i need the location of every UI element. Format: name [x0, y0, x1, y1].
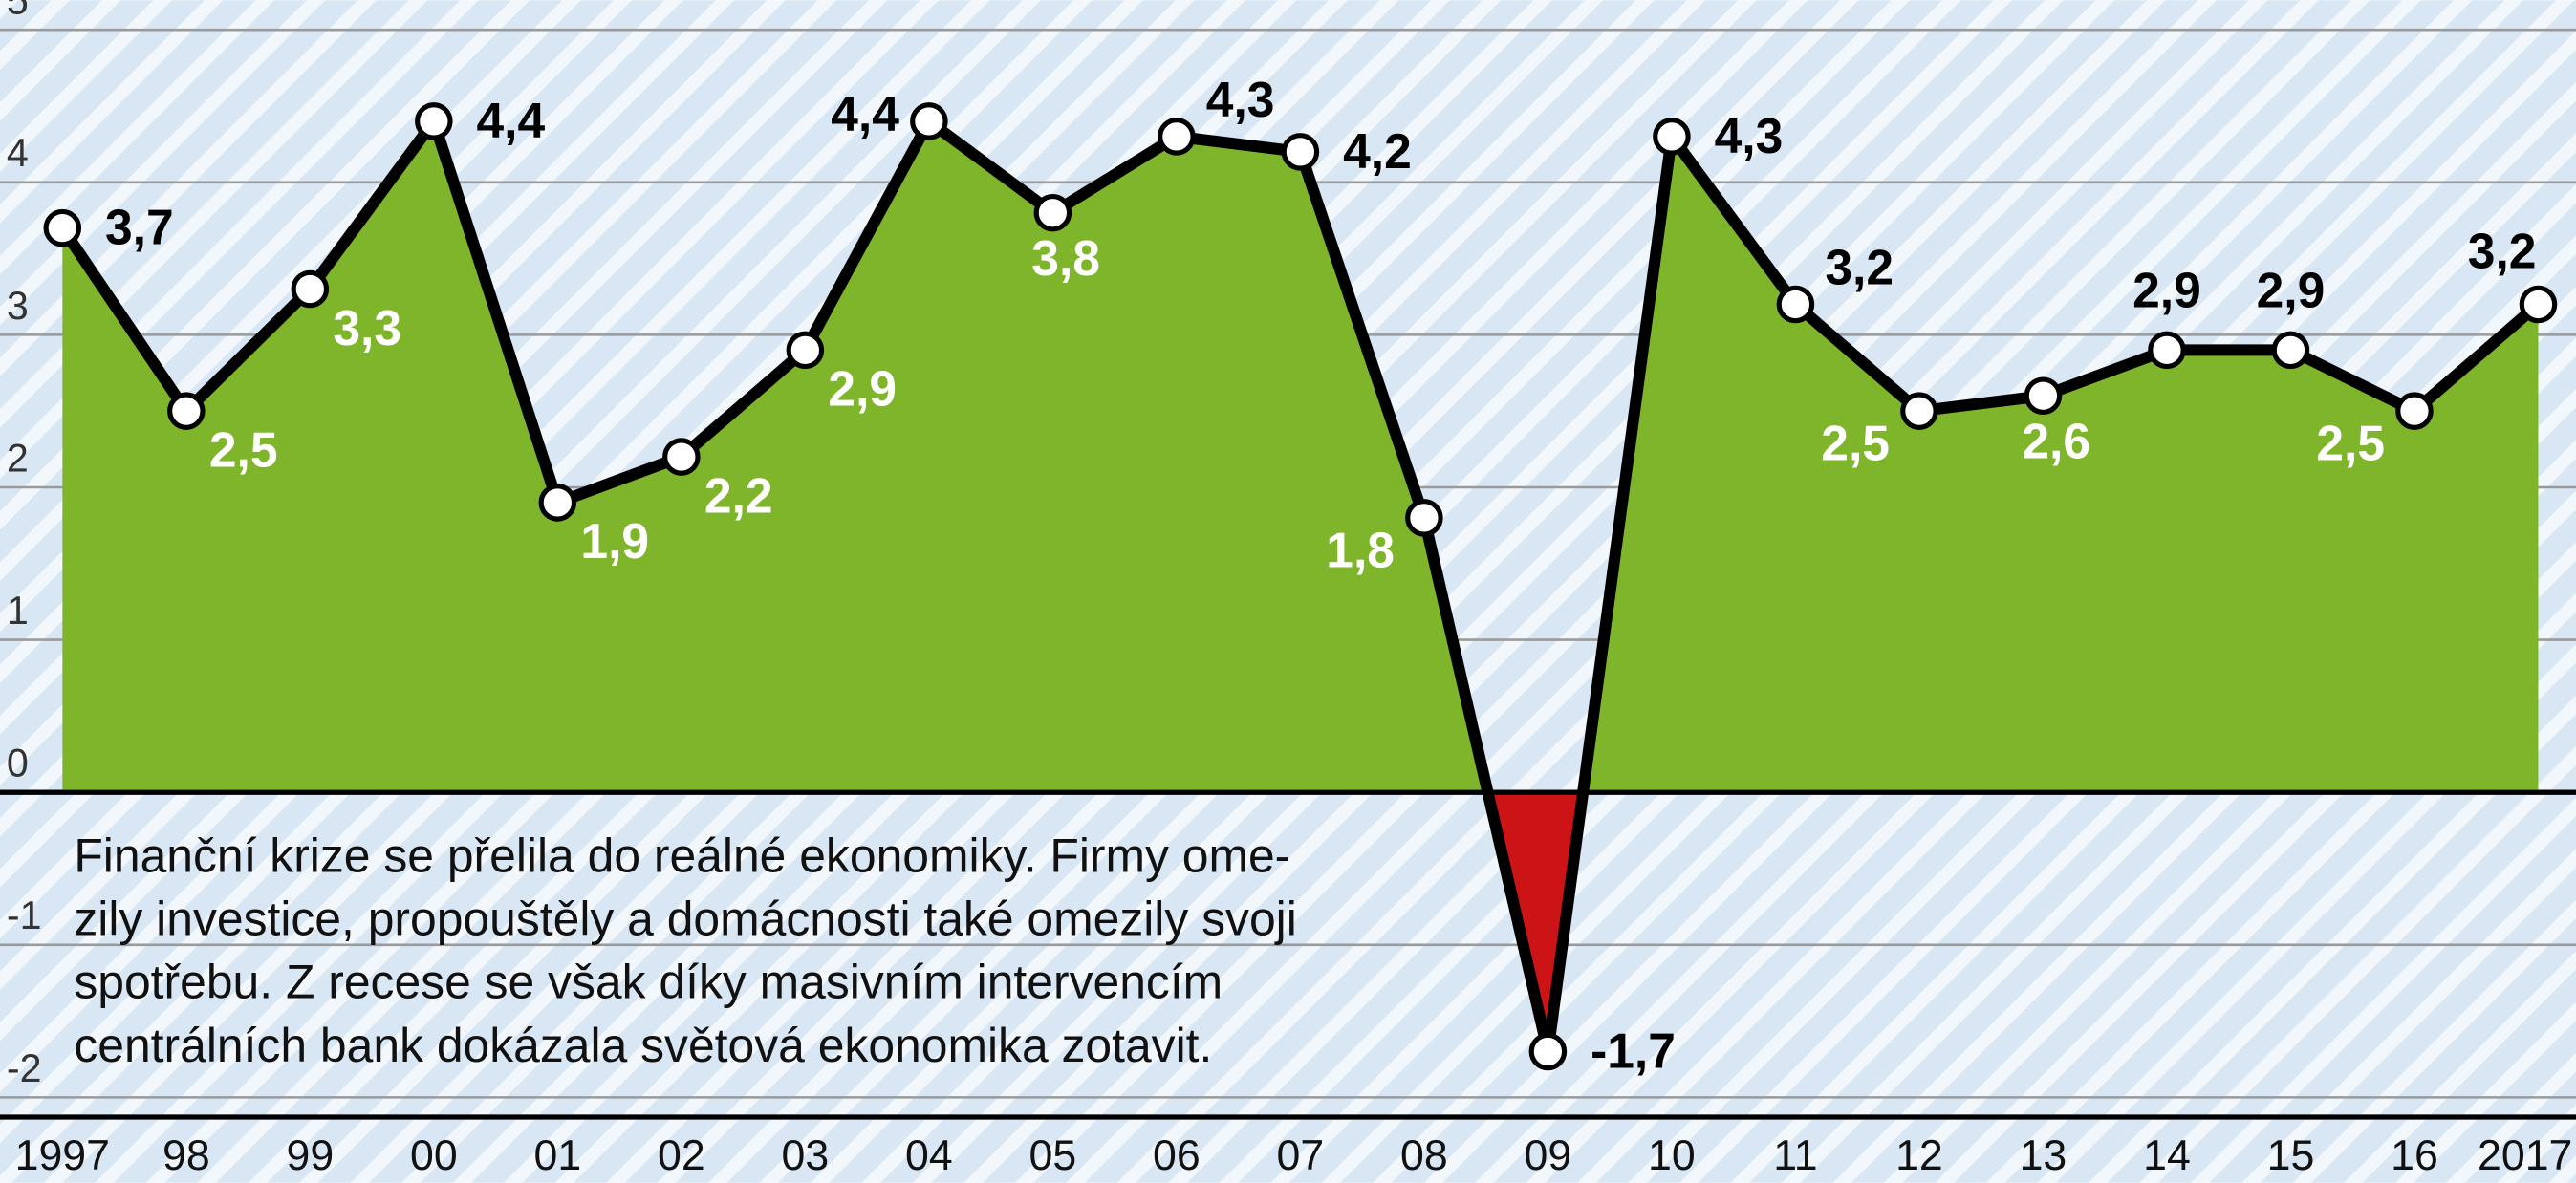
annotation: spotřebu. Z recese se však díky masivním… [74, 956, 1223, 1009]
point [1033, 193, 1072, 232]
x-tick-label: 02 [658, 1132, 705, 1179]
value-label: 2,5 [1821, 416, 1890, 471]
x-tick-label: 04 [905, 1132, 953, 1179]
x-tick-label: 13 [2020, 1132, 2067, 1179]
value-label: 1,8 [1326, 522, 1395, 577]
x-tick-label: 05 [1029, 1132, 1077, 1179]
point [167, 392, 206, 430]
point [415, 102, 453, 140]
annotation: centrálních bank dokázala světová ekonom… [74, 1019, 1212, 1072]
point [43, 208, 82, 247]
x-tick-label: 12 [1895, 1132, 1943, 1179]
value-label: 2,5 [2316, 416, 2385, 471]
value-label: 2,5 [209, 421, 278, 477]
x-tick-label: 14 [2143, 1132, 2191, 1179]
annotation: Finanční krize se přelila do reálné ekon… [74, 828, 1290, 882]
point [1776, 285, 1815, 324]
y-tick-label: 4 [7, 131, 29, 175]
value-label: 3,2 [2468, 224, 2537, 279]
x-tick-label: 16 [2391, 1132, 2438, 1179]
y-tick-label: -1 [7, 893, 42, 937]
y-tick-label: 3 [7, 284, 29, 328]
point [1281, 133, 1320, 171]
x-tick-label: 00 [410, 1132, 458, 1179]
y-tick-label: 1 [7, 589, 29, 633]
point [1405, 499, 1443, 537]
value-label: 4,2 [1343, 123, 1412, 179]
value-label: 2,9 [2132, 263, 2201, 318]
value-label: 3,2 [1825, 240, 1894, 295]
annotation: zily investice, propouštěly a domácnosti… [74, 893, 1296, 946]
x-tick-label: 10 [1648, 1132, 1696, 1179]
point [1900, 392, 1938, 430]
point [538, 484, 577, 522]
point [291, 269, 330, 309]
value-label: 2,9 [2257, 263, 2326, 318]
x-tick-label: 09 [1525, 1132, 1572, 1179]
x-tick-label: 01 [533, 1132, 581, 1179]
value-label: 3,3 [333, 300, 401, 355]
point [662, 438, 701, 476]
value-label: 1,9 [580, 513, 649, 569]
x-tick-label: 1997 [15, 1132, 110, 1179]
value-label: 3,8 [1031, 230, 1100, 286]
y-tick-label: 2 [7, 436, 29, 480]
point [1528, 1032, 1568, 1071]
y-tick-label: 0 [7, 742, 29, 785]
value-label: 2,9 [828, 361, 897, 417]
point [2148, 331, 2186, 370]
y-tick-label: 5 [7, 0, 29, 23]
x-tick-label: 06 [1153, 1132, 1201, 1179]
point [1158, 118, 1196, 156]
value-label: 2,6 [2022, 413, 2090, 468]
point [910, 102, 948, 140]
value-label: 4,3 [1715, 108, 1784, 163]
x-tick-label: 08 [1400, 1132, 1448, 1179]
value-label: 4,3 [1206, 72, 1275, 127]
point [2519, 285, 2558, 324]
point [786, 331, 825, 370]
x-tick-label: 99 [286, 1132, 334, 1179]
value-label: 4,4 [831, 86, 899, 141]
value-label: 2,2 [704, 467, 773, 523]
x-tick-label: 98 [162, 1132, 210, 1179]
value-label: -1,7 [1591, 1023, 1676, 1079]
x-tick-label: 15 [2267, 1132, 2315, 1179]
value-label: 3,7 [105, 200, 174, 255]
x-tick-label: 03 [782, 1132, 830, 1179]
area-positive [62, 120, 2539, 793]
point [2024, 376, 2063, 415]
point [1653, 118, 1691, 156]
point [2271, 331, 2310, 370]
y-tick-label: -2 [7, 1046, 42, 1090]
x-tick-label: 11 [1773, 1132, 1817, 1179]
point [2395, 392, 2434, 430]
x-tick-label: 07 [1277, 1132, 1325, 1179]
x-tick-label: 2017 [2478, 1132, 2572, 1179]
value-label: 4,4 [477, 93, 546, 148]
